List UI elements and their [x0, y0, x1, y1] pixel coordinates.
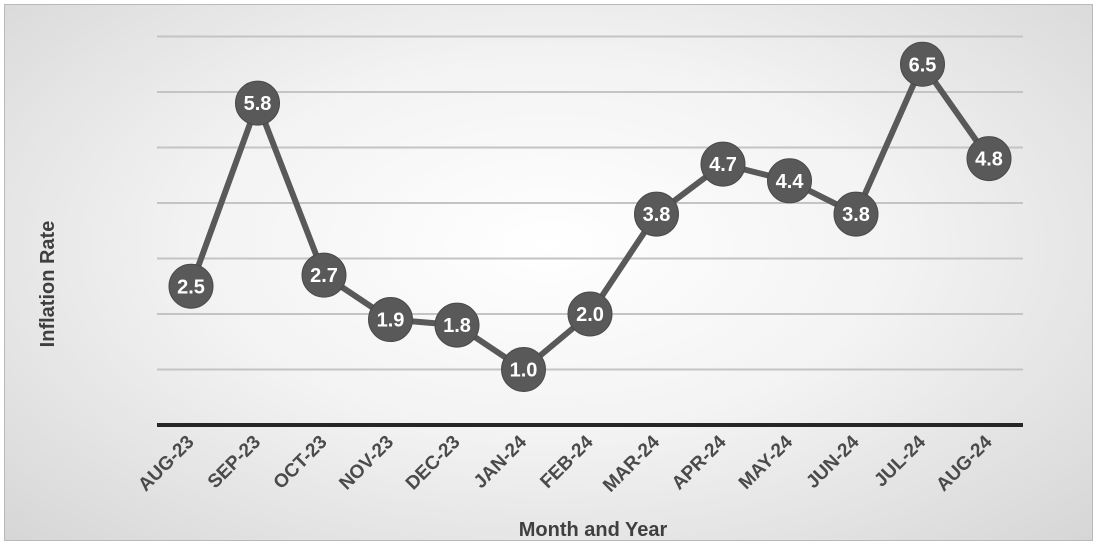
x-tick-label: JUL-24: [870, 431, 930, 491]
data-point: [900, 41, 945, 87]
x-tick-label: AUG-24: [932, 431, 996, 495]
data-label: 3.8: [643, 204, 671, 226]
data-label: 4.7: [709, 154, 737, 176]
x-tick-label: JUN-24: [802, 431, 863, 492]
data-label: 2.5: [177, 276, 205, 298]
x-tick-label: MAY-24: [735, 431, 797, 493]
data-point: [301, 252, 347, 298]
data-label: 4.8: [975, 149, 1003, 171]
data-point: [634, 191, 679, 237]
data-point: [767, 158, 812, 204]
x-tick-label: OCT-23: [270, 432, 332, 494]
x-axis-title: Month and Year: [519, 519, 668, 541]
data-point: [434, 302, 480, 348]
x-tick-label: FEB-24: [536, 431, 597, 492]
data-point: [168, 263, 214, 309]
data-label: 6.5: [909, 54, 937, 76]
data-point: [501, 347, 546, 392]
data-label: 1.9: [377, 310, 405, 332]
data-point: [966, 136, 1012, 182]
data-label: 1.0: [510, 360, 538, 382]
x-tick-labels: AUG-23 SEP-23 OCT-23 NOV-23 DEC-23 JAN-24 FEB-…: [134, 431, 996, 496]
chart-area: AUG-23 SEP-23 OCT-23 NOV-23 DEC-23 JAN-24 FEB-…: [4, 4, 1093, 541]
data-label: 4.4: [776, 171, 805, 193]
x-tick-label: APR-24: [668, 431, 731, 494]
x-tick-label: AUG-23: [134, 432, 198, 496]
data-point: [567, 291, 613, 337]
data-point: [368, 297, 413, 343]
data-label: 5.8: [244, 93, 272, 115]
data-point: [833, 191, 879, 237]
series-layer: 2.5 5.8 2.7 1.9 1.8 1.0 2.0 3.8 4.7 4.4 3.8 6.5 4.8: [168, 41, 1012, 392]
data-label: 3.8: [842, 204, 870, 226]
data-label: 1.8: [443, 315, 471, 337]
data-point: [700, 141, 746, 187]
line-chart: AUG-23 SEP-23 OCT-23 NOV-23 DEC-23 JAN-24 FEB-…: [37, 35, 1023, 541]
data-point: [235, 80, 280, 126]
x-tick-label: SEP-23: [204, 432, 265, 493]
gridlines: [157, 35, 1023, 427]
data-label: 2.0: [576, 304, 604, 326]
data-label: 2.7: [310, 265, 338, 287]
y-axis-title: Inflation Rate: [37, 221, 59, 348]
x-tick-label: NOV-23: [335, 432, 398, 495]
x-tick-label: MAR-24: [599, 431, 664, 496]
x-tick-label: JAN-24: [470, 431, 531, 492]
x-tick-label: DEC-23: [402, 432, 465, 495]
